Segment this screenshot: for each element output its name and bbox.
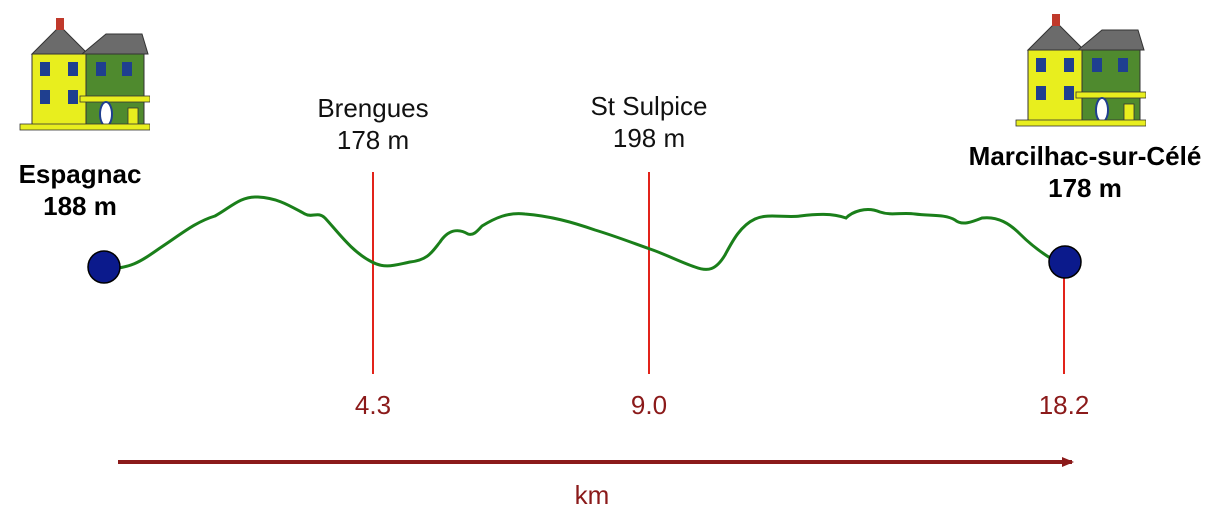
elevation-profile-line	[102, 195, 1066, 271]
start-label: Espagnac 188 m	[0, 158, 160, 222]
distance-label-end: 18.2	[1038, 390, 1090, 420]
waypoint-altitude: 198 m	[612, 123, 686, 153]
end-altitude: 178 m	[1048, 173, 1122, 203]
house-icon	[19, 18, 150, 131]
distance-label-st-sulpice: 9.0	[630, 390, 668, 420]
waypoint-label-brengues: Brengues 178 m	[290, 92, 456, 156]
waypoint-label-st-sulpice: St Sulpice 198 m	[566, 90, 732, 154]
axis-unit-label: km	[574, 480, 610, 510]
end-point	[1048, 245, 1082, 279]
waypoint-name: St Sulpice	[590, 91, 708, 121]
waypoint-name: Brengues	[317, 93, 429, 123]
end-name: Marcilhac-sur-Célé	[968, 141, 1202, 171]
distance-label-brengues: 4.3	[354, 390, 392, 420]
start-point	[87, 250, 121, 284]
waypoint-altitude: 178 m	[336, 125, 410, 155]
start-name: Espagnac	[18, 159, 142, 189]
house-icon	[1015, 14, 1146, 127]
end-label: Marcilhac-sur-Célé 178 m	[950, 140, 1220, 204]
start-altitude: 188 m	[43, 191, 117, 221]
